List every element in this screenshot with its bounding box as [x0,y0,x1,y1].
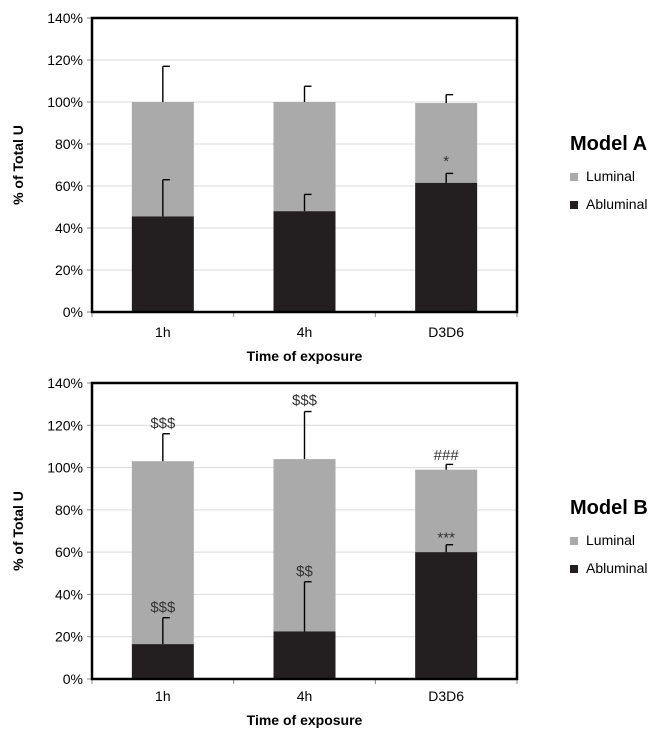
significance-label: $$$ [292,392,318,409]
legend-label: Luminal [586,168,635,184]
chart-title: Model A [570,133,647,155]
y-tick-label: 40% [55,220,83,236]
chart-panel-1: 0% 20% 40% 60% 80% 100% 120% 140% 1h 4h D3D6 * Time … [10,10,647,364]
y-tick-label: 80% [55,136,83,152]
plot-frame [90,16,519,314]
chart-title: Model B [570,497,648,519]
bar-luminal-1h [131,461,194,645]
y-tick-label: 120% [47,417,83,433]
legend-swatch [570,201,578,209]
legend-swatch [570,537,578,545]
x-axis-label: Time of exposure [247,712,363,728]
significance-label: $$ [296,563,313,580]
chart-panel-2: 0%20%40%60%80%100%120%140%1h 4h D3D6$$$$$$… [10,375,648,728]
y-axis-label: % of Total U [10,491,26,571]
y-tick-label: 80% [55,502,83,518]
significance-label: $$$ [150,415,176,432]
y-tick-label: 0% [63,671,83,687]
y-tick-label: 100% [47,460,83,476]
x-axis-label: Time of exposure [247,348,363,364]
y-tick-label: 140% [47,375,83,391]
y-tick-label: 20% [55,262,83,278]
bar-abluminal-4h [273,211,336,312]
significance-label: *** [437,529,455,546]
bar-abluminal-1h [131,216,194,312]
bar-luminal-4h [273,102,336,212]
x-tick-label: 1h [155,688,171,704]
plot-frame [90,381,519,681]
x-tick-label: D3D6 [428,688,464,704]
legend-label: Luminal [586,532,635,548]
y-tick-label: 20% [55,629,83,645]
y-tick-label: 60% [55,178,83,194]
y-tick-label: 60% [55,544,83,560]
y-tick-label: 140% [47,10,83,26]
significance-label: $$$ [150,599,176,616]
x-tick-label: D3D6 [428,324,464,340]
legend-label: Abluminal [586,196,647,212]
y-tick-label: 40% [55,586,83,602]
legend-swatch [570,173,578,181]
y-axis-label: % of Total U [10,125,26,205]
significance-label: * [443,153,449,170]
bar-luminal-D3D6 [415,103,478,183]
y-tick-label: 100% [47,94,83,110]
legend-label: Abluminal [586,560,647,576]
x-tick-label: 4h [297,688,313,704]
bar-abluminal-D3D6 [415,552,478,679]
legend-swatch [570,565,578,573]
bar-abluminal-4h [273,631,336,679]
x-tick-label: 1h [155,324,171,340]
bar-abluminal-1h [131,644,194,679]
y-tick-label: 120% [47,52,83,68]
bar-luminal-D3D6 [415,469,478,553]
y-tick-label: 0% [63,304,83,320]
bar-abluminal-D3D6 [415,182,478,312]
x-tick-label: 4h [297,324,313,340]
significance-label: ### [434,447,460,464]
